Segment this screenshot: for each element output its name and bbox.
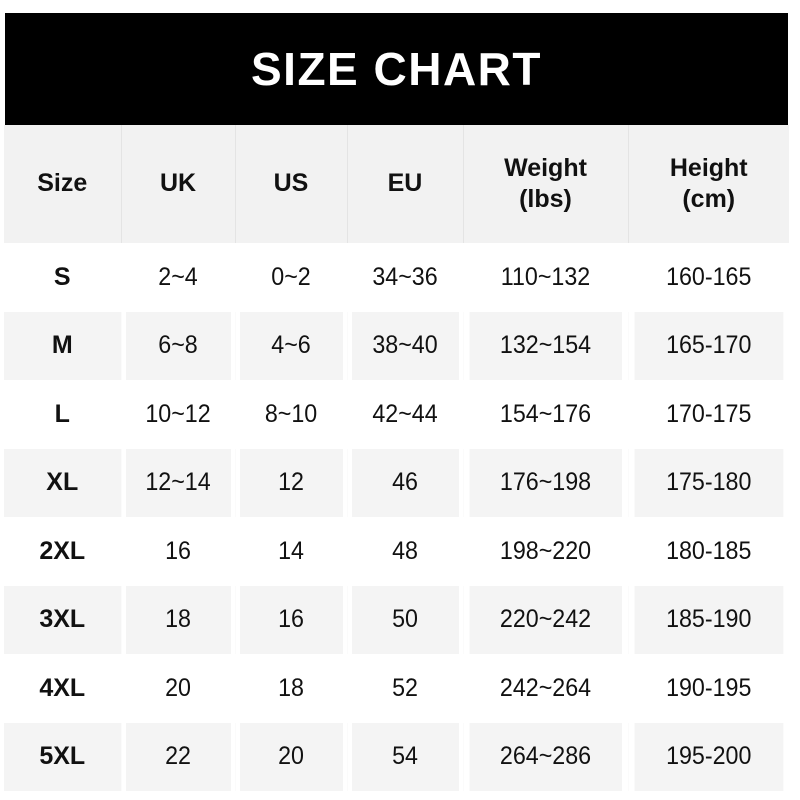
cell-eu: 42~44 <box>351 380 460 449</box>
cell-us: 8~10 <box>238 380 344 449</box>
cell-uk: 20 <box>124 654 232 723</box>
cell-size: S <box>4 243 122 312</box>
column-header-us: US <box>235 125 348 243</box>
cell-height: 165-170 <box>633 311 784 380</box>
table-header-row: Size UK US EU Weight (lbs) Height (cm) <box>4 125 789 243</box>
column-header-height-unit: (cm) <box>682 185 736 213</box>
column-header-height-label: Height <box>669 153 748 182</box>
column-header-size-label: Size <box>37 169 88 198</box>
column-header-size: Size <box>4 125 122 243</box>
cell-height: 170-175 <box>633 380 784 449</box>
cell-size: 4XL <box>4 654 122 723</box>
cell-us: 12 <box>238 448 344 517</box>
cell-weight: 198~220 <box>468 517 623 586</box>
table-row: M 6~8 4~6 38~40 132~154 165-170 <box>4 311 789 380</box>
cell-uk: 2~4 <box>124 243 232 312</box>
cell-height: 190-195 <box>633 654 784 723</box>
table-body: S 2~4 0~2 34~36 110~132 160-165 M 6~8 4~… <box>4 243 789 791</box>
column-header-weight-unit: (lbs) <box>519 185 572 213</box>
cell-height: 195-200 <box>633 722 784 791</box>
column-header-weight-label: Weight <box>504 153 587 182</box>
cell-weight: 220~242 <box>468 585 623 654</box>
cell-eu: 50 <box>351 585 460 654</box>
cell-uk: 18 <box>124 585 232 654</box>
table-row: 2XL 16 14 48 198~220 180-185 <box>4 517 789 586</box>
cell-size: L <box>4 380 122 449</box>
column-header-weight: Weight (lbs) <box>463 125 629 243</box>
cell-us: 20 <box>238 722 344 791</box>
cell-us: 16 <box>238 585 344 654</box>
column-header-us-label: US <box>273 169 309 198</box>
column-header-uk: UK <box>121 125 236 243</box>
cell-uk: 22 <box>124 722 232 791</box>
table-row: 4XL 20 18 52 242~264 190-195 <box>4 654 789 723</box>
cell-eu: 48 <box>351 517 460 586</box>
cell-us: 0~2 <box>238 243 344 312</box>
cell-eu: 46 <box>351 448 460 517</box>
column-header-eu: EU <box>347 125 464 243</box>
cell-uk: 10~12 <box>124 380 232 449</box>
cell-size: 2XL <box>4 517 122 586</box>
cell-size: 5XL <box>4 722 122 791</box>
table-row: 3XL 18 16 50 220~242 185-190 <box>4 585 789 654</box>
cell-us: 14 <box>238 517 344 586</box>
size-chart-table: Size UK US EU Weight (lbs) Height (cm) <box>4 125 789 791</box>
cell-size: M <box>4 311 122 380</box>
title-banner: SIZE CHART <box>5 13 788 125</box>
cell-height: 185-190 <box>633 585 784 654</box>
cell-uk: 6~8 <box>124 311 232 380</box>
cell-height: 160-165 <box>633 243 784 312</box>
table-row: L 10~12 8~10 42~44 154~176 170-175 <box>4 380 789 449</box>
column-header-eu-label: EU <box>387 169 423 198</box>
cell-weight: 110~132 <box>468 243 623 312</box>
table-row: S 2~4 0~2 34~36 110~132 160-165 <box>4 243 789 312</box>
cell-size: 3XL <box>4 585 122 654</box>
cell-eu: 34~36 <box>351 243 460 312</box>
table-row: 5XL 22 20 54 264~286 195-200 <box>4 722 789 791</box>
cell-weight: 176~198 <box>468 448 623 517</box>
cell-uk: 12~14 <box>124 448 232 517</box>
cell-us: 18 <box>238 654 344 723</box>
cell-eu: 52 <box>351 654 460 723</box>
cell-weight: 132~154 <box>468 311 623 380</box>
cell-eu: 38~40 <box>351 311 460 380</box>
cell-us: 4~6 <box>238 311 344 380</box>
cell-size: XL <box>4 448 122 517</box>
column-header-uk-label: UK <box>159 169 197 198</box>
table-row: XL 12~14 12 46 176~198 175-180 <box>4 448 789 517</box>
page-title: SIZE CHART <box>251 43 542 95</box>
cell-height: 180-185 <box>633 517 784 586</box>
cell-eu: 54 <box>351 722 460 791</box>
cell-weight: 154~176 <box>468 380 623 449</box>
cell-height: 175-180 <box>633 448 784 517</box>
column-header-height: Height (cm) <box>628 125 789 243</box>
cell-uk: 16 <box>124 517 232 586</box>
cell-weight: 264~286 <box>468 722 623 791</box>
cell-weight: 242~264 <box>468 654 623 723</box>
